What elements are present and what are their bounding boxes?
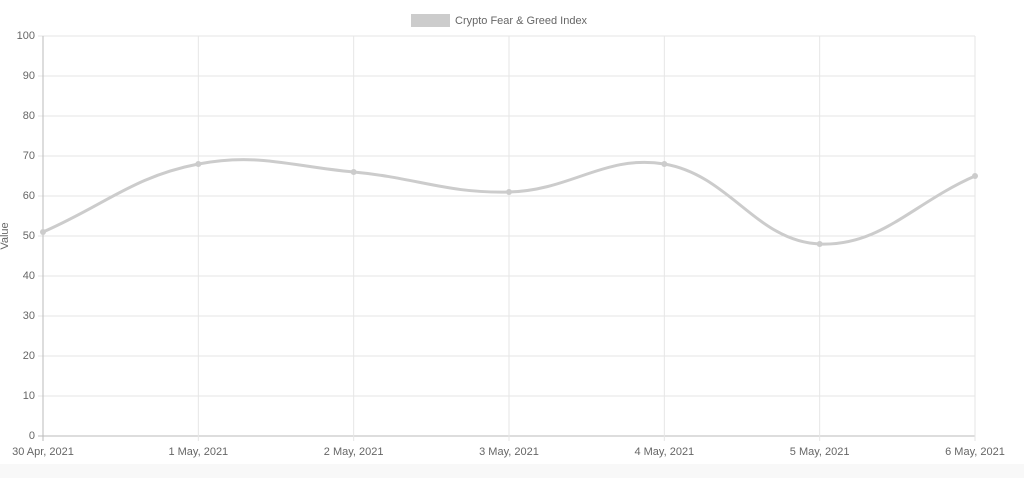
y-tick-label: 20: [23, 350, 35, 362]
x-tick-label: 4 May, 2021: [634, 446, 694, 458]
footer-band: [0, 464, 1024, 478]
x-tick-label: 6 May, 2021: [945, 446, 1005, 458]
y-axis-label: Value: [0, 222, 11, 249]
point: [506, 189, 512, 195]
point: [350, 169, 357, 175]
x-tick-label: 30 Apr, 2021: [12, 446, 74, 458]
point: [195, 161, 202, 167]
x-tick-label: 3 May, 2021: [479, 446, 539, 458]
y-tick-label: 30: [23, 310, 35, 322]
y-tick-label: 10: [23, 390, 35, 402]
point: [816, 241, 823, 247]
legend-label: Crypto Fear & Greed Index: [455, 15, 588, 27]
legend-swatch: [411, 14, 450, 27]
y-tick-label: 90: [23, 70, 35, 82]
x-tick-label: 2 May, 2021: [324, 446, 384, 458]
x-tick-label: 5 May, 2021: [790, 446, 850, 458]
y-tick-label: 40: [23, 270, 35, 282]
x-tick-label: 1 May, 2021: [168, 446, 228, 458]
point: [972, 173, 978, 179]
y-tick-label: 100: [17, 30, 35, 42]
y-tick-label: 60: [23, 190, 35, 202]
point: [40, 229, 46, 235]
y-tick-label: 80: [23, 110, 35, 122]
point: [661, 161, 668, 167]
y-tick-label: 70: [23, 150, 35, 162]
y-tick-label: 50: [23, 230, 35, 242]
y-tick-label: 0: [29, 430, 35, 442]
